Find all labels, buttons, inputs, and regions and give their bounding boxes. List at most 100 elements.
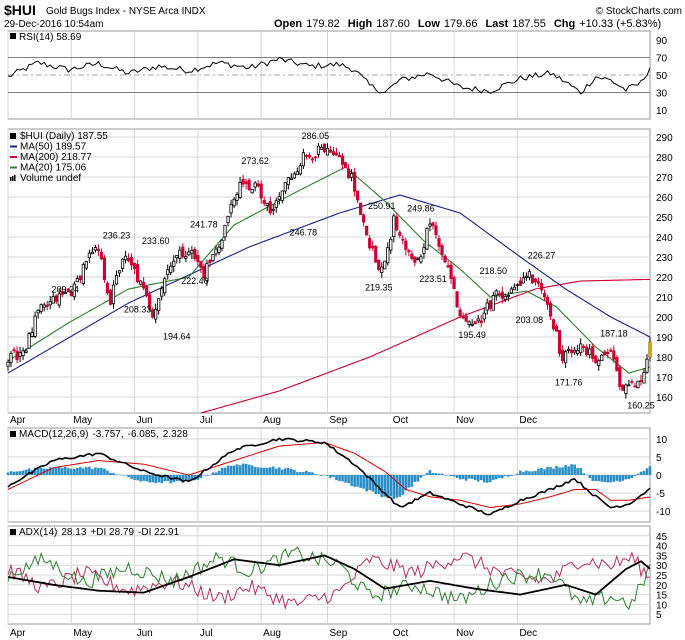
candle (407, 250, 411, 253)
candle (506, 294, 510, 297)
candle (172, 260, 176, 267)
macd-histogram-bar (296, 472, 299, 475)
candle (69, 292, 73, 297)
macd-histogram-bar (443, 475, 447, 476)
ma50-line (7, 194, 651, 374)
candle (337, 154, 342, 158)
candle (211, 254, 215, 261)
macd-histogram-bar (106, 470, 109, 475)
adx-axis-tick: 35 (656, 551, 668, 562)
candle (548, 302, 553, 317)
candle (521, 277, 526, 284)
candle (190, 250, 194, 254)
candle (350, 173, 354, 178)
macd-histogram-bar (262, 467, 266, 475)
macd-histogram-bar (567, 466, 570, 475)
ma200-legend: MA(200) 218.77 (20, 152, 92, 163)
macd-histogram-bar (636, 473, 640, 475)
rsi-toggle-icon[interactable] (10, 33, 16, 39)
candle (244, 181, 248, 184)
price-legend: $HUI (Daily) 187.55 (20, 131, 108, 142)
candle (473, 321, 477, 325)
candle (374, 246, 378, 263)
macd-histogram-bar (510, 475, 513, 476)
macd-histogram-bar (139, 475, 142, 482)
candle (24, 350, 28, 353)
rsi-axis-tick: 10 (656, 106, 668, 117)
candle (573, 349, 577, 353)
candle (214, 248, 218, 255)
candle (96, 248, 101, 252)
macd-histogram-bar (455, 475, 459, 478)
macd-histogram-bar (181, 475, 185, 483)
index-name: Gold Bugs Index - NYSE Arca INDX (46, 6, 206, 17)
month-label-aug: Aug (263, 415, 281, 426)
candle (232, 198, 236, 207)
candle (274, 200, 278, 208)
di-plus-line (7, 546, 651, 611)
adx-axis-tick: 40 (656, 542, 668, 553)
macd-histogram-bar (606, 475, 610, 483)
candle (639, 380, 643, 382)
candle (286, 177, 290, 186)
macd-histogram-bar (91, 469, 94, 475)
candle (184, 256, 188, 259)
rsi-axis-tick: 70 (656, 53, 668, 64)
month-label-bottom-oct: Oct (393, 628, 409, 639)
macd-histogram-bar (274, 468, 278, 475)
price-axis-tick: 180 (656, 353, 673, 364)
macd-toggle-icon[interactable] (10, 431, 16, 437)
price-axis-tick: 160 (656, 393, 673, 404)
chg-label: Chg (554, 18, 575, 30)
candle (36, 309, 40, 314)
macd-histogram-bar (497, 475, 501, 479)
candle (307, 154, 312, 158)
macd-histogram-bar (507, 475, 510, 477)
macd-histogram-bar (244, 463, 248, 475)
candle (187, 251, 191, 256)
candle (280, 190, 284, 201)
macd-axis-tick: -10 (656, 507, 671, 518)
candle (401, 238, 405, 241)
macd-histogram-bar (160, 475, 164, 484)
price-axis-tick: 220 (656, 273, 673, 284)
candle (199, 261, 203, 268)
macd-histogram-bar (504, 475, 507, 477)
price-toggle-icon[interactable] (10, 133, 16, 139)
price-annotation: 171.76 (555, 377, 583, 387)
macd-histogram-bar (130, 475, 133, 479)
macd-histogram-bar (39, 467, 43, 475)
macd-histogram-bar (564, 465, 567, 475)
macd-histogram-bar (645, 468, 649, 475)
macd-histogram-bar (154, 475, 157, 484)
candle (229, 203, 233, 214)
candle (467, 321, 471, 326)
candle (434, 225, 438, 236)
candle (78, 275, 82, 281)
macd-histogram-bar (467, 475, 471, 479)
macd-histogram-bar (621, 475, 625, 481)
macd-histogram-bar (476, 475, 480, 482)
candle (45, 304, 49, 307)
macd-axis-tick: -5 (656, 489, 665, 500)
candle (283, 182, 287, 192)
macd-histogram-bar (66, 468, 70, 475)
ma20-legend: MA(20) 175.06 (20, 163, 87, 174)
macd-histogram-bar (329, 475, 332, 478)
candle (114, 275, 119, 285)
adx-toggle-icon[interactable] (10, 529, 16, 535)
candle (621, 384, 625, 391)
rsi-label: RSI(14) 58.69 (19, 32, 82, 43)
candle (377, 259, 381, 270)
last-value: 187.55 (512, 18, 546, 30)
macd-histogram-bar (594, 475, 598, 481)
candle (139, 280, 143, 285)
macd-histogram-bar (494, 475, 498, 480)
candle (123, 255, 128, 261)
macd-histogram-bar (293, 469, 296, 475)
macd-histogram-bar (148, 475, 151, 483)
price-axis-tick: 260 (656, 193, 673, 204)
macd-histogram-bar (220, 467, 224, 475)
candle (15, 350, 19, 361)
month-label-may: May (73, 415, 92, 426)
